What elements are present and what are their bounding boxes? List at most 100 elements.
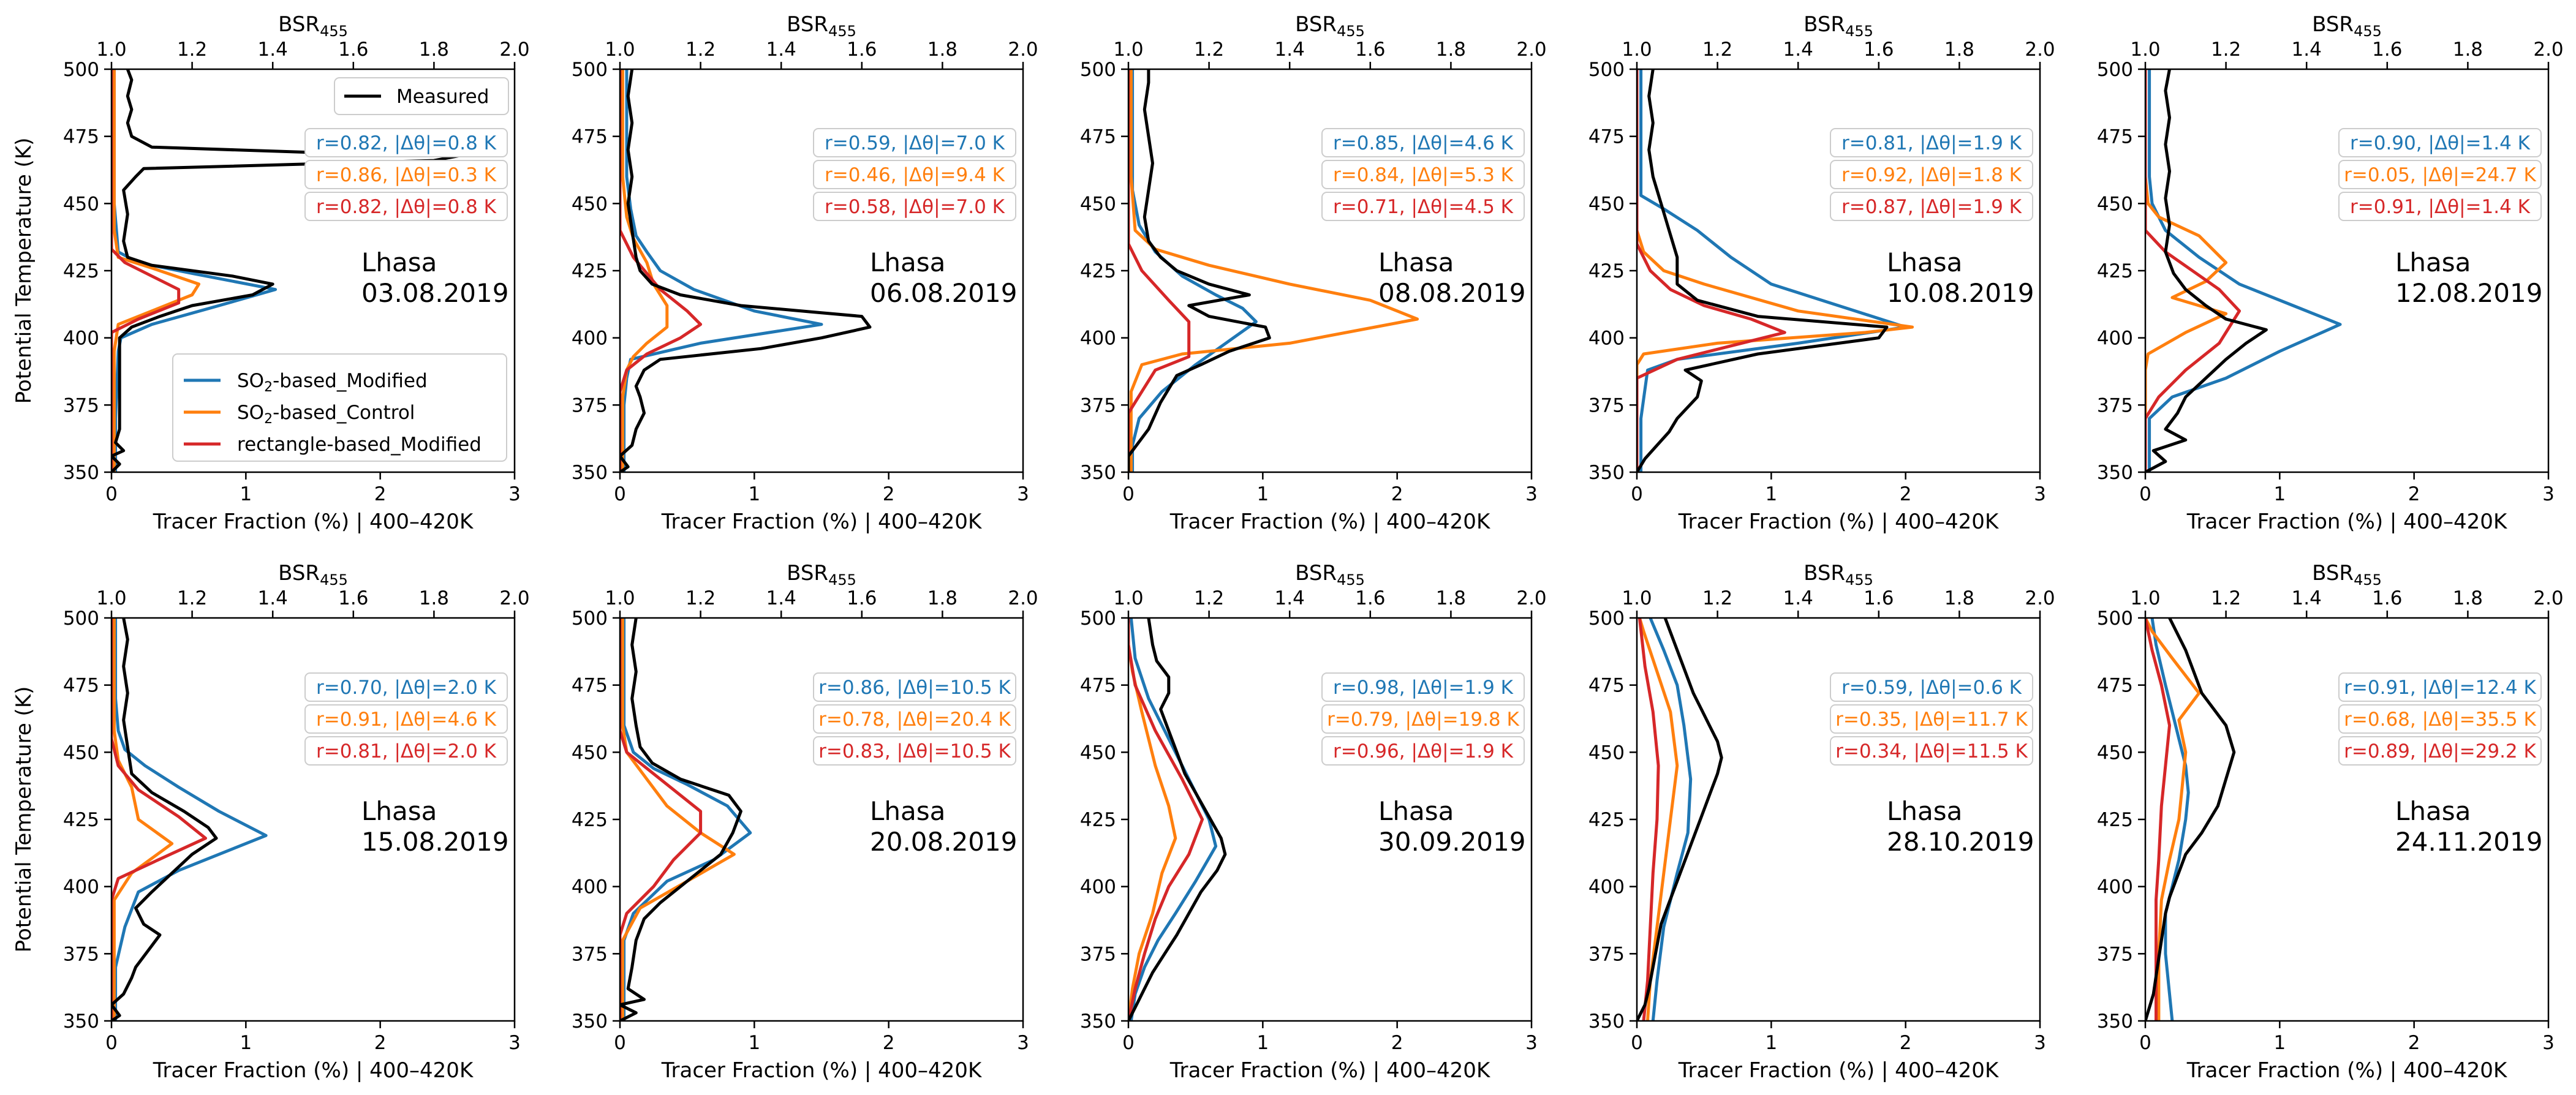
series-line-measured <box>1637 618 1723 1021</box>
series-line-so2-modified <box>1129 618 1218 1021</box>
series-line-so2-modified <box>622 69 823 472</box>
series-line-so2-modified <box>2150 618 2190 1021</box>
stat-box <box>813 192 1016 221</box>
y-tick-label: 500 <box>572 59 608 81</box>
y-tick-label: 450 <box>1080 193 1116 215</box>
top-x-tick-label: 1.6 <box>1355 587 1385 609</box>
top-axis-label-base: BSR <box>278 12 320 37</box>
y-tick-label: 350 <box>1588 462 1625 484</box>
top-axis-label-sub: 455 <box>320 571 348 589</box>
x-tick-label: 1 <box>240 1032 252 1054</box>
top-x-tick-label: 1.6 <box>847 587 877 609</box>
y-tick-label: 425 <box>1588 809 1625 831</box>
stat-label-rect-modified: r=0.82, |Δθ|=0.8 K <box>316 196 497 218</box>
top-axis-label-base: BSR <box>787 561 828 585</box>
y-tick-label: 500 <box>1588 608 1625 630</box>
y-tick-label: 475 <box>1080 675 1116 697</box>
stat-label-so2-modified: r=0.86, |Δθ|=10.5 K <box>818 677 1011 699</box>
series-line-so2-control <box>2145 618 2201 1021</box>
top-x-tick-label: 1.6 <box>338 587 368 609</box>
x-tick-label: 2 <box>1900 483 1912 505</box>
legend-frame <box>334 77 509 115</box>
y-tick-label: 425 <box>572 809 608 831</box>
y-tick-label: 375 <box>1588 943 1625 965</box>
y-tick-label: 425 <box>63 809 99 831</box>
stat-label-so2-control: r=0.86, |Δθ|=0.3 K <box>316 164 497 186</box>
top-x-tick-label: 1.4 <box>258 587 288 609</box>
y-tick-label: 500 <box>1080 59 1116 81</box>
stat-label-rect-modified: r=0.87, |Δθ|=1.9 K <box>1841 196 2022 218</box>
stat-box <box>1830 160 2033 189</box>
x-tick-label: 0 <box>1631 1032 1643 1054</box>
top-axis-label: BSR455 <box>1295 12 1365 40</box>
stat-box <box>2338 192 2542 221</box>
y-tick-label: 400 <box>572 876 608 898</box>
x-tick-label: 2 <box>374 1032 387 1054</box>
stat-box <box>1830 192 2033 221</box>
y-tick-label: 350 <box>572 1010 608 1033</box>
top-x-tick-label: 1.0 <box>96 587 126 609</box>
stat-label-so2-modified: r=0.91, |Δθ|=12.4 K <box>2344 677 2536 699</box>
y-tick-label: 400 <box>2097 876 2133 898</box>
top-x-tick-label: 2.0 <box>499 39 529 61</box>
y-tick-label: 400 <box>1588 876 1625 898</box>
stat-box <box>1321 672 1525 702</box>
y-tick-label: 400 <box>1080 876 1116 898</box>
series-line-so2-control <box>1129 69 1419 472</box>
y-tick-label: 475 <box>572 675 608 697</box>
y-tick-label: 475 <box>2097 126 2133 148</box>
stat-box <box>813 128 1016 157</box>
top-x-tick-label: 1.4 <box>2292 587 2322 609</box>
legend-measured: Measured <box>334 77 509 115</box>
top-x-tick-label: 1.4 <box>1275 39 1305 61</box>
series-line-so2-control <box>112 618 174 1021</box>
y-tick-label: 475 <box>1080 126 1116 148</box>
stat-label-so2-modified: r=0.59, |Δθ|=0.6 K <box>1841 677 2022 699</box>
x-axis-label: Tracer Fraction (%) | 400–420K <box>2186 1058 2508 1083</box>
top-x-tick-label: 1.2 <box>686 587 716 609</box>
y-tick-label: 475 <box>63 126 99 148</box>
date-label: 20.08.2019 <box>870 827 1017 857</box>
stat-box <box>304 192 508 221</box>
stat-label-so2-modified: r=0.70, |Δθ|=2.0 K <box>316 677 497 699</box>
top-x-tick-label: 2.0 <box>1516 39 1546 61</box>
stat-label-so2-control: r=0.46, |Δθ|=9.4 K <box>825 164 1005 186</box>
top-x-tick-label: 1.6 <box>2372 587 2402 609</box>
y-tick-label: 400 <box>63 876 99 898</box>
top-axis-label-sub: 455 <box>320 23 348 40</box>
series-group <box>111 618 268 1021</box>
station-label: Lhasa <box>1887 796 1962 826</box>
y-tick-label: 350 <box>1080 1010 1116 1033</box>
top-x-tick-label: 1.0 <box>1113 39 1143 61</box>
top-axis-label: BSR455 <box>1804 12 1873 40</box>
top-x-tick-label: 1.6 <box>1864 587 1894 609</box>
station-label: Lhasa <box>1378 247 1454 277</box>
date-label: 12.08.2019 <box>2395 278 2542 308</box>
y-tick-label: 400 <box>63 328 99 350</box>
top-axis-label: BSR455 <box>278 561 348 589</box>
top-x-tick-label: 1.2 <box>2211 39 2241 61</box>
series-line-so2-control <box>621 618 736 1021</box>
top-x-tick-label: 1.0 <box>1622 39 1652 61</box>
top-axis-label-sub: 455 <box>828 23 856 40</box>
stat-box <box>304 160 508 189</box>
top-axis-label-base: BSR <box>1295 12 1337 37</box>
x-axis-label: Tracer Fraction (%) | 400–420K <box>661 1058 983 1083</box>
y-tick-label: 425 <box>572 260 608 282</box>
series-line-measured <box>1637 69 1889 472</box>
y-tick-label: 450 <box>1080 742 1116 764</box>
x-tick-label: 1 <box>1256 483 1269 505</box>
x-tick-label: 1 <box>1765 1032 1777 1054</box>
y-tick-label: 450 <box>1588 193 1625 215</box>
station-label: Lhasa <box>870 247 945 277</box>
series-line-rect-modified <box>111 618 207 1021</box>
top-axis-label-sub: 455 <box>1845 571 1873 589</box>
top-x-tick-label: 1.4 <box>2292 39 2322 61</box>
series-line-rect-modified <box>1637 69 1786 472</box>
stat-label-rect-modified: r=0.91, |Δθ|=1.4 K <box>2350 196 2531 218</box>
top-x-tick-label: 1.6 <box>1864 39 1894 61</box>
series-line-so2-modified <box>1131 69 1258 472</box>
top-x-tick-label: 1.8 <box>1944 587 1974 609</box>
legend-label-base: SO <box>237 370 264 392</box>
series-line-rect-modified <box>2145 618 2171 1021</box>
